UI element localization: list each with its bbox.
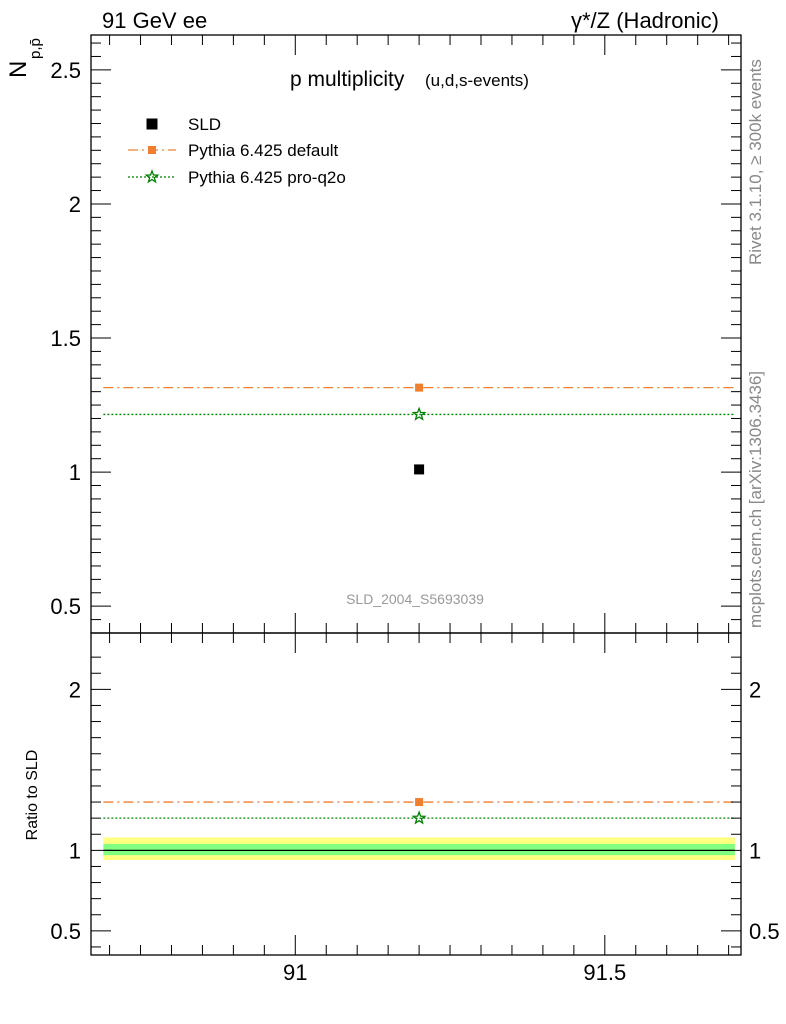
ratio-marker-1 [411, 810, 427, 825]
main-ytick-label: 1.5 [50, 326, 81, 351]
ratio-ytick-label-right: 1 [749, 838, 761, 863]
legend-marker-1 [148, 146, 156, 154]
ratio-ytick-label-right: 0.5 [749, 919, 780, 944]
legend-label-1: Pythia 6.425 default [188, 141, 339, 160]
chart-title: p multiplicity [290, 68, 405, 91]
series-marker-2 [411, 406, 427, 421]
ratio-frame [90, 632, 742, 956]
series-marker-1 [415, 383, 424, 392]
legend-marker-sld [146, 118, 158, 130]
ratio-band-inner [103, 843, 735, 856]
ratio-ytick-label-left: 0.5 [50, 919, 81, 944]
main-ytick-label: 1 [69, 460, 81, 485]
main-ytick-label: 0.5 [50, 594, 81, 619]
ratio-xtick-label: 91.5 [583, 960, 626, 985]
ratio-marker-0 [415, 798, 424, 807]
svg-text:p,p̄: p,p̄ [27, 38, 44, 59]
legend-marker-2 [144, 169, 160, 184]
ratio-ytick-label-left: 1 [69, 838, 81, 863]
header-right: γ*/Z (Hadronic) [571, 8, 719, 33]
ratio-ylabel: Ratio to SLD [24, 750, 41, 841]
ratio-ytick-label-right: 2 [749, 677, 761, 702]
chart-subtitle: (u,d,s-events) [425, 71, 529, 90]
data-point-sld [414, 464, 425, 475]
main-ytick-label: 2.5 [50, 58, 81, 83]
ratio-xtick-label: 91 [283, 960, 307, 985]
ratio-ytick-label-left: 2 [69, 677, 81, 702]
legend-label-0: SLD [188, 115, 221, 134]
main-ytick-label: 2 [69, 192, 81, 217]
analysis-id: SLD_2004_S5693039 [346, 591, 484, 607]
header-left: 91 GeV ee [102, 8, 208, 33]
legend-label-2: Pythia 6.425 pro-q2o [188, 168, 346, 187]
svg-text:N: N [5, 61, 32, 78]
main-ylabel: Np,p̄ [5, 38, 44, 78]
